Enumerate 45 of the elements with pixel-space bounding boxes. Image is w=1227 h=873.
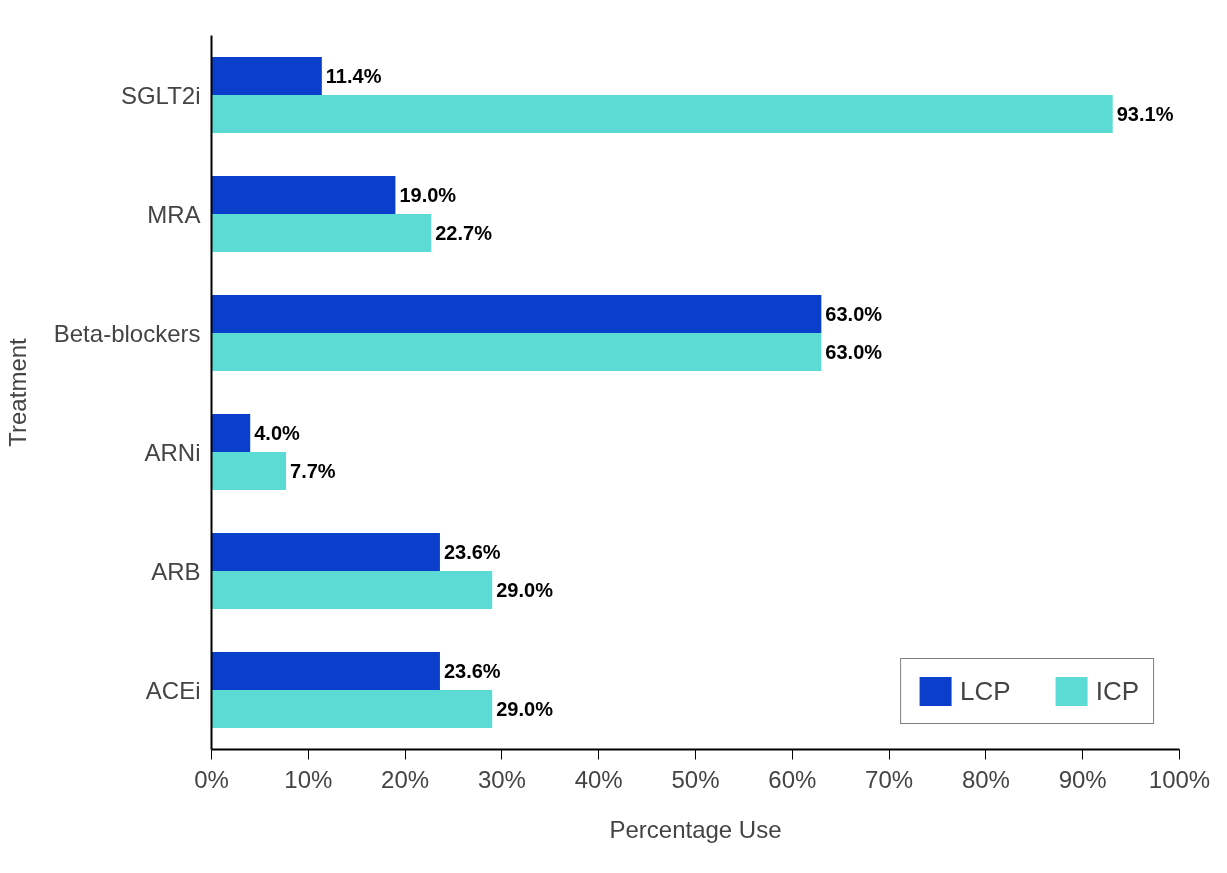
x-tick-label: 70%: [865, 765, 914, 793]
data-label: 63.0%: [825, 302, 883, 325]
data-label: 93.1%: [1116, 103, 1174, 126]
data-label: 23.6%: [443, 659, 501, 682]
x-tick-label: 10%: [284, 765, 333, 793]
data-label: 19.0%: [399, 183, 457, 206]
x-tick-label: 20%: [381, 765, 430, 793]
x-tick-label: 30%: [477, 765, 526, 793]
y-axis-title: Treatment: [3, 337, 31, 447]
x-tick-label: 60%: [768, 765, 817, 793]
data-label: 4.0%: [254, 421, 301, 444]
y-tick-label: Beta-blockers: [53, 319, 201, 347]
x-tick-label: 100%: [1148, 765, 1211, 793]
legend-label: ICP: [1095, 675, 1139, 707]
data-label: 7.7%: [290, 460, 336, 483]
bar: [211, 175, 396, 214]
data-label: 29.0%: [496, 579, 554, 602]
bar: [211, 294, 822, 333]
bar: [211, 651, 440, 690]
x-tick-label: 50%: [671, 765, 720, 793]
bar: [211, 413, 251, 452]
data-label: 63.0%: [825, 341, 883, 364]
bar: [211, 56, 322, 95]
data-label: 23.6%: [443, 540, 501, 563]
x-axis-title: Percentage Use: [609, 815, 782, 843]
y-tick-label: ARNi: [144, 438, 201, 466]
bar: [211, 571, 493, 610]
bar: [211, 690, 493, 729]
bar: [211, 333, 822, 372]
y-tick-label: ARB: [151, 557, 201, 585]
y-tick-label: SGLT2i: [120, 81, 201, 109]
x-tick-label: 90%: [1058, 765, 1107, 793]
x-tick-label: 40%: [574, 765, 623, 793]
y-tick-label: MRA: [147, 200, 201, 228]
bar: [211, 452, 287, 491]
y-tick-label: ACEi: [145, 676, 201, 704]
bar: [211, 214, 432, 253]
bar: [211, 532, 440, 571]
legend-label: LCP: [960, 675, 1011, 707]
data-label: 22.7%: [435, 222, 493, 245]
bar: [211, 95, 1113, 134]
data-label: 11.4%: [325, 64, 382, 87]
x-tick-label: 80%: [961, 765, 1010, 793]
data-label: 29.0%: [496, 698, 554, 721]
x-tick-label: 0%: [194, 765, 229, 793]
